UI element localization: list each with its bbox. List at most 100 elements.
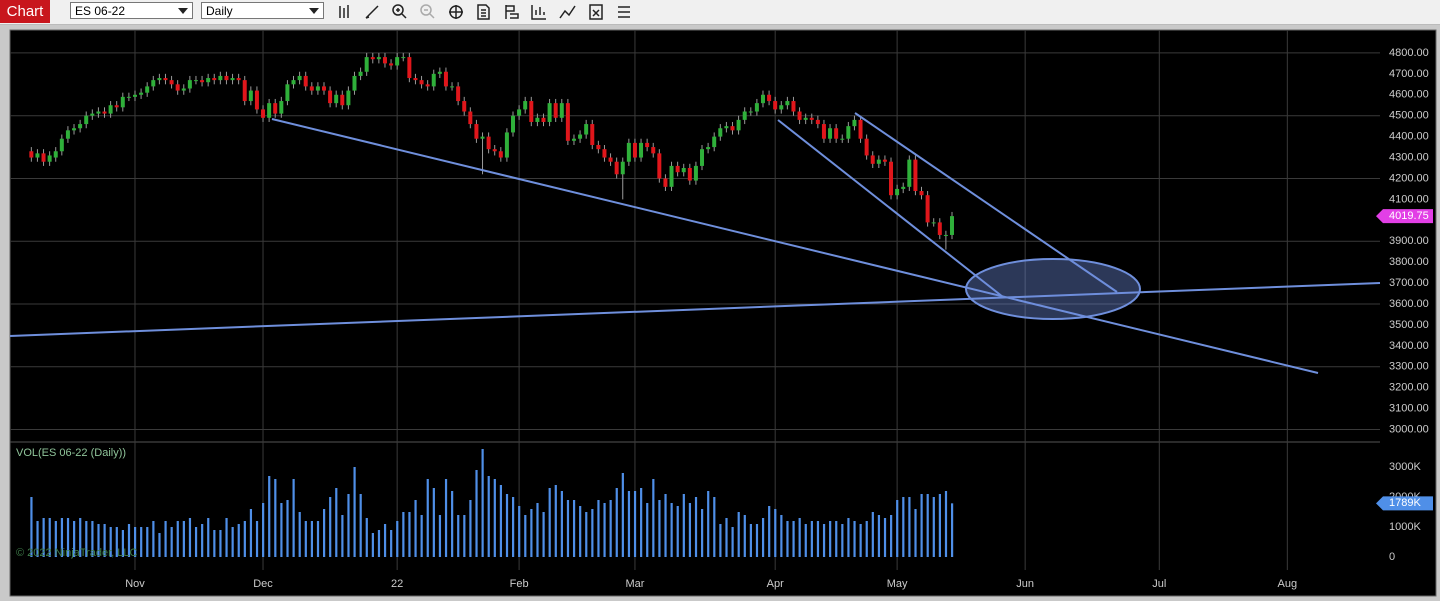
volume-bar [652, 479, 655, 557]
volume-bar [493, 479, 496, 557]
volume-bar [402, 512, 405, 557]
data-box-icon[interactable] [589, 4, 603, 20]
candle-body [870, 155, 875, 164]
indicators-icon[interactable] [531, 5, 546, 20]
volume-bar [932, 497, 935, 557]
volume-bar [609, 500, 612, 557]
candle-body [590, 124, 595, 145]
candle-body [663, 178, 668, 187]
zoom-in-icon[interactable] [392, 4, 407, 19]
candle-body [163, 78, 168, 81]
volume-bar [79, 518, 82, 557]
candle-body [157, 78, 162, 81]
volume-bar [737, 512, 740, 557]
candle-body [169, 80, 174, 85]
candle-body [657, 153, 662, 179]
x-tick-label: Aug [1278, 578, 1298, 590]
volume-bar [262, 503, 265, 557]
zoom-out-icon[interactable] [420, 4, 435, 19]
candle-body [468, 111, 473, 125]
x-tick-label: Jul [1152, 578, 1166, 590]
volume-bar [804, 524, 807, 557]
candle-body [779, 105, 784, 110]
volume-bar [676, 506, 679, 557]
volume-bar [66, 518, 70, 557]
candle-body [193, 80, 198, 82]
volume-bar [42, 518, 45, 557]
volume-tick-label: 0 [1389, 551, 1395, 563]
volume-bar [512, 497, 515, 557]
trend-line[interactable] [9, 282, 1381, 337]
instrument-select[interactable]: ES 06-22 [70, 2, 193, 19]
volume-bar [231, 527, 234, 557]
candle-body [358, 71, 363, 76]
trend-line[interactable] [271, 118, 1319, 374]
candle-body [200, 80, 205, 83]
trend-line[interactable] [854, 112, 1118, 293]
volume-bar [109, 527, 112, 557]
crosshair-icon[interactable] [449, 5, 463, 19]
candle-body [443, 71, 448, 87]
strategies-icon[interactable] [559, 5, 576, 19]
volume-bar [255, 521, 259, 557]
interval-select[interactable]: Daily [201, 2, 324, 19]
candle-body [126, 96, 131, 98]
templates-icon[interactable] [505, 5, 519, 19]
candle-body [760, 94, 765, 104]
candle-body [206, 78, 211, 83]
draw-icon[interactable] [365, 5, 379, 19]
volume-bar [749, 524, 752, 557]
candle-body [321, 86, 326, 91]
candle-body [456, 86, 461, 102]
properties-icon[interactable] [477, 4, 490, 20]
candle-body [285, 84, 290, 102]
candle-body [120, 96, 125, 108]
trend-line[interactable] [777, 119, 1004, 298]
volume-bar [597, 500, 600, 557]
candle-body [626, 142, 631, 162]
volume-bar [816, 521, 820, 557]
chart-tab[interactable]: Chart [0, 0, 50, 23]
volume-bar [188, 518, 192, 557]
volume-bar [640, 488, 643, 557]
candle-body [736, 119, 741, 131]
y-tick-label: 4200.00 [1389, 172, 1429, 184]
y-tick-label: 3500.00 [1389, 319, 1429, 331]
candle-body [303, 75, 308, 87]
volume-bar [121, 530, 124, 557]
volume-bar [115, 527, 118, 557]
bar-style-icon[interactable] [339, 5, 349, 18]
volume-bar [426, 479, 429, 557]
volume-bar [457, 515, 460, 557]
candle-body [687, 168, 692, 181]
y-tick-label: 3900.00 [1389, 235, 1429, 247]
candle-body [431, 73, 436, 87]
candle-body [553, 103, 558, 118]
candle-body [584, 124, 589, 135]
volume-bar [585, 512, 588, 557]
volume-bar [158, 533, 161, 557]
volume-bar [414, 500, 417, 557]
candle-body [791, 101, 796, 112]
candle-body [108, 105, 113, 114]
list-icon[interactable] [618, 6, 630, 18]
candle-body [773, 101, 778, 110]
candle-body [895, 188, 900, 196]
last-price-label: 4019.75 [1389, 210, 1429, 222]
candle-body [413, 78, 418, 81]
volume-bar [883, 518, 887, 557]
ellipse-drawing[interactable] [965, 258, 1141, 320]
y-tick-label: 3300.00 [1389, 361, 1429, 373]
volume-bar [103, 524, 106, 557]
volume-bar [292, 479, 295, 557]
y-tick-label: 3200.00 [1389, 382, 1429, 394]
candle-body [565, 103, 570, 141]
candle-body [35, 153, 40, 158]
volume-bar [213, 530, 216, 557]
volume-bar [438, 515, 442, 557]
candle-body [450, 86, 455, 88]
volume-bar [48, 518, 51, 557]
candle-body [535, 117, 540, 122]
candle-body [395, 57, 400, 66]
